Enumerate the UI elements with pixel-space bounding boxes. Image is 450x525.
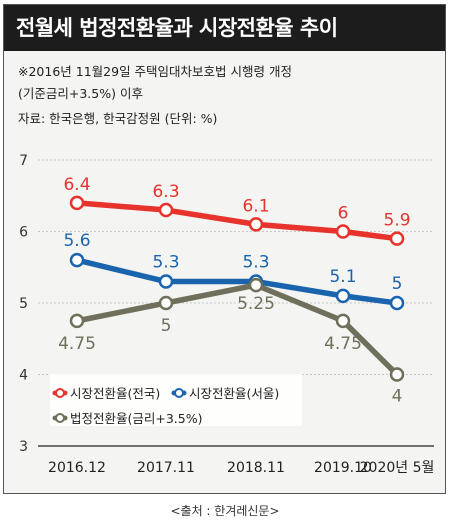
x-tick-label: 2018.11 xyxy=(227,460,285,476)
x-tick-label: 2020년 5월 xyxy=(360,460,435,476)
legend-marker xyxy=(174,388,184,398)
data-point xyxy=(335,224,351,239)
data-label: 5 xyxy=(392,274,403,294)
data-point xyxy=(69,195,85,211)
legend-label: 시장전환율(서울) xyxy=(189,386,279,401)
legend-label: 법정전환율(금리+3.5%) xyxy=(70,411,202,426)
data-label: 5.3 xyxy=(152,253,179,273)
data-point xyxy=(335,288,351,304)
data-point xyxy=(335,313,351,329)
data-point xyxy=(158,295,174,311)
source-caption: <출처 : 한겨레신문> xyxy=(170,504,280,518)
data-label: 6.4 xyxy=(63,175,90,195)
legend-marker xyxy=(55,388,65,398)
legend-marker xyxy=(55,413,65,423)
note-base-rate: (기준금리+3.5%) 이후 xyxy=(18,86,143,101)
data-label: 5.1 xyxy=(329,267,356,287)
chart-figure: 6.4 6.3 6.1 6 5.9 5.6 5.3 5.3 5.1 5 4.75 5 5.25 4.75 4… xyxy=(3,4,446,494)
data-point xyxy=(69,313,85,329)
source-note: 자료: 한국은행, 한국감정원 (단위: %) xyxy=(18,111,218,126)
x-tick-label: 2017.11 xyxy=(137,460,195,476)
data-label: 5.25 xyxy=(237,294,275,314)
y-tick-label: 6 xyxy=(19,225,28,241)
data-point xyxy=(389,295,405,311)
data-label: 6.1 xyxy=(242,196,269,216)
data-label: 4.75 xyxy=(58,334,96,354)
data-label: 6.3 xyxy=(152,182,179,202)
data-label: 4 xyxy=(392,387,403,407)
line-chart: 6.4 6.3 6.1 6 5.9 5.6 5.3 5.3 5.1 5 4.75 5 5.25 4.75 4… xyxy=(19,153,435,476)
data-label: 5 xyxy=(161,316,172,336)
data-label: 4.75 xyxy=(324,334,362,354)
data-point xyxy=(158,202,174,218)
x-tick-label: 2016.12 xyxy=(48,460,106,476)
data-label: 6 xyxy=(338,204,349,224)
x-tick-label: 2019.10 xyxy=(314,460,372,476)
data-point xyxy=(389,231,405,246)
y-tick-label: 3 xyxy=(19,439,28,455)
legend-label: 시장전환율(전국) xyxy=(70,386,160,401)
y-tick-label: 4 xyxy=(19,368,28,384)
y-tick-label: 7 xyxy=(19,153,28,169)
data-label: 5.9 xyxy=(383,211,410,231)
data-point xyxy=(389,367,405,382)
data-point xyxy=(69,252,85,268)
data-label: 5.3 xyxy=(242,253,269,273)
y-tick-label: 5 xyxy=(19,296,28,312)
note-amendment: ※2016년 11월29일 주택임대차보호법 시행령 개정 xyxy=(18,64,292,79)
legend-box xyxy=(50,374,302,426)
data-point xyxy=(248,277,264,293)
chart-title: 전월세 법정전환율과 시장전환율 추이 xyxy=(4,5,445,51)
data-label: 5.6 xyxy=(63,231,90,251)
data-point xyxy=(248,217,264,232)
data-point xyxy=(158,274,174,289)
